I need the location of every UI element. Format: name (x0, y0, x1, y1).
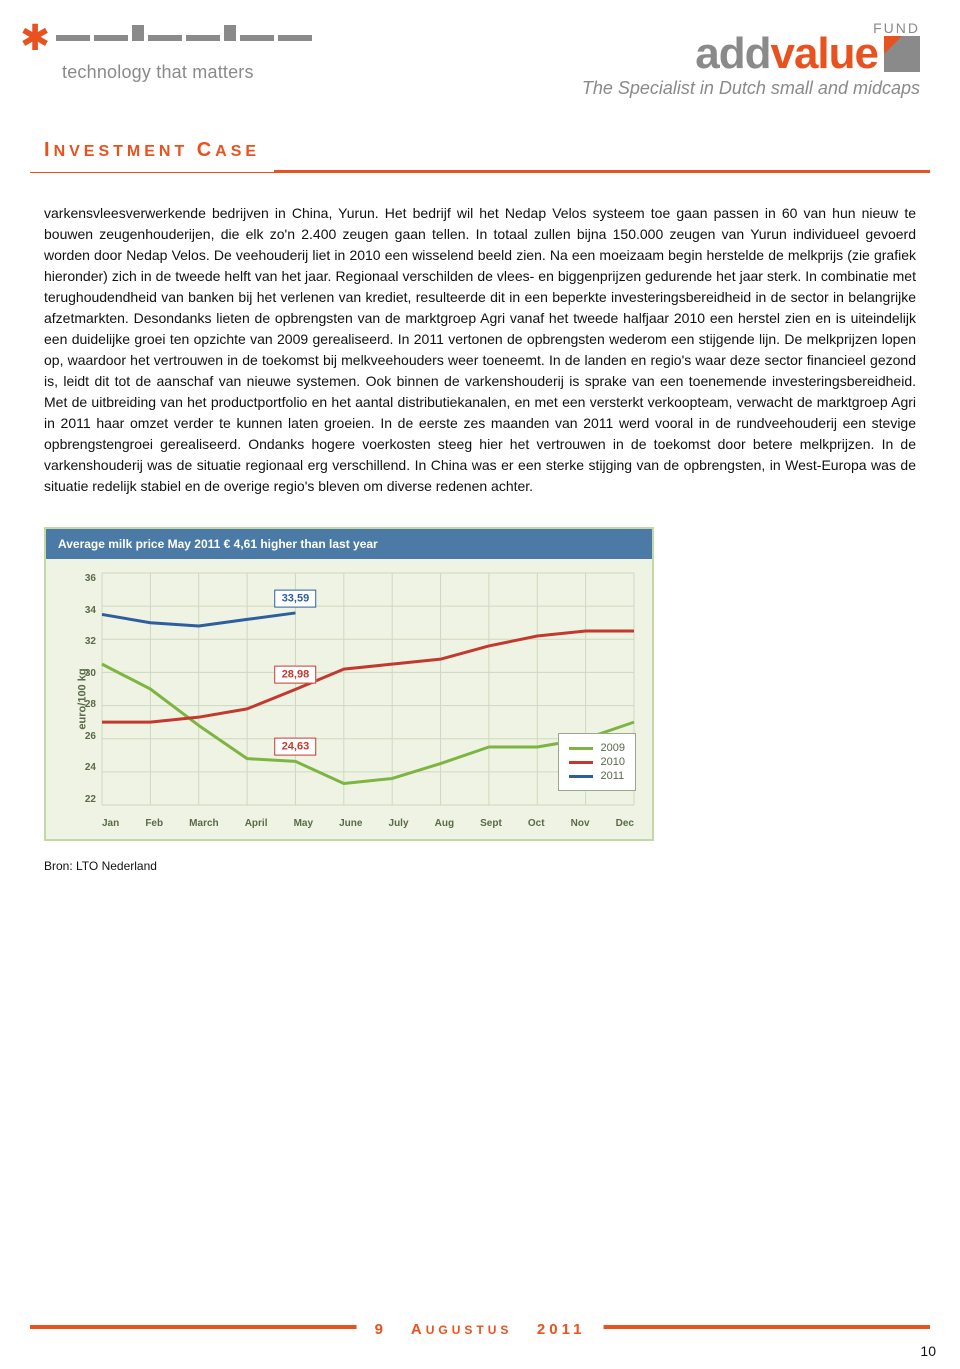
chart-svg (46, 559, 652, 839)
title-cap-c: C (197, 139, 215, 161)
page-header: ✱ technology that matters FUND addvalue (0, 0, 960, 109)
y-tick: 28 (76, 699, 96, 710)
x-tick: March (189, 818, 218, 829)
addvalue-logo: FUND addvalue The Specialist in Dutch sm… (582, 20, 920, 99)
chart-legend: 2009 2010 2011 (558, 733, 636, 791)
addvalue-square-icon (884, 36, 920, 72)
x-tick: Sept (480, 818, 502, 829)
legend-item: 2010 (569, 756, 625, 768)
x-tick: July (389, 818, 409, 829)
x-tick: April (245, 818, 268, 829)
chart-callout: 28,98 (275, 666, 317, 684)
nedap-tagline: technology that matters (62, 62, 336, 83)
legend-item: 2009 (569, 742, 625, 754)
x-tick: May (294, 818, 313, 829)
x-tick: Oct (528, 818, 545, 829)
y-tick: 32 (76, 636, 96, 647)
legend-item: 2011 (569, 770, 625, 782)
title-rest: NVESTMENT (54, 143, 197, 160)
legend-line-icon (569, 761, 593, 764)
footer-month-cap: A (411, 1321, 426, 1338)
legend-label: 2009 (601, 742, 625, 754)
x-tick: June (339, 818, 362, 829)
milk-price-chart: Average milk price May 2011 € 4,61 highe… (44, 527, 654, 841)
footer-day: 9 (375, 1321, 387, 1338)
page-number: 10 (920, 1343, 936, 1359)
legend-label: 2011 (601, 770, 625, 782)
addvalue-orange: value (770, 29, 878, 78)
footer-year: 2011 (537, 1321, 586, 1338)
addvalue-tagline: The Specialist in Dutch small and midcap… (582, 78, 920, 99)
legend-line-icon (569, 775, 593, 778)
legend-label: 2010 (601, 756, 625, 768)
x-tick: Aug (435, 818, 454, 829)
body-text: varkensvleesverwerkende bedrijven in Chi… (0, 173, 960, 497)
section-title-block: INVESTMENT CASE (30, 129, 960, 173)
chart-callout: 24,63 (275, 738, 317, 756)
chart-title: Average milk price May 2011 € 4,61 highe… (46, 529, 652, 559)
footer-date: 9 AUGUSTUS 2011 (357, 1315, 604, 1345)
paragraph-main: varkensvleesverwerkende bedrijven in Chi… (44, 203, 916, 497)
y-tick: 24 (76, 762, 96, 773)
y-tick: 36 (76, 573, 96, 584)
x-tick: Jan (102, 818, 119, 829)
title-cap-i: I (44, 139, 54, 161)
y-tick: 26 (76, 731, 96, 742)
x-tick: Dec (616, 818, 634, 829)
x-tick: Nov (571, 818, 590, 829)
nedap-logo: ✱ technology that matters (20, 20, 336, 83)
nedap-star-icon: ✱ (20, 20, 50, 56)
nedap-wordmark-icon (56, 23, 336, 53)
y-tick: 34 (76, 605, 96, 616)
chart-body: euro/100 kg 3634323028262422 JanFebMarch… (46, 559, 652, 839)
y-tick: 30 (76, 668, 96, 679)
chart-source: Bron: LTO Nederland (44, 859, 960, 873)
legend-line-icon (569, 747, 593, 750)
x-tick: Feb (145, 818, 163, 829)
y-tick: 22 (76, 794, 96, 805)
chart-x-ticks: Jan Feb March April May June July Aug Sept Oct Nov… (102, 818, 634, 829)
title-case-rest: ASE (215, 143, 260, 160)
section-title: INVESTMENT CASE (30, 129, 274, 172)
addvalue-grey: add (695, 29, 770, 78)
chart-y-ticks: 36 34 32 30 28 26 24 22 (76, 573, 96, 805)
chart-callout: 33,59 (275, 590, 317, 608)
footer-month-rest: UGUSTUS (426, 1323, 513, 1337)
